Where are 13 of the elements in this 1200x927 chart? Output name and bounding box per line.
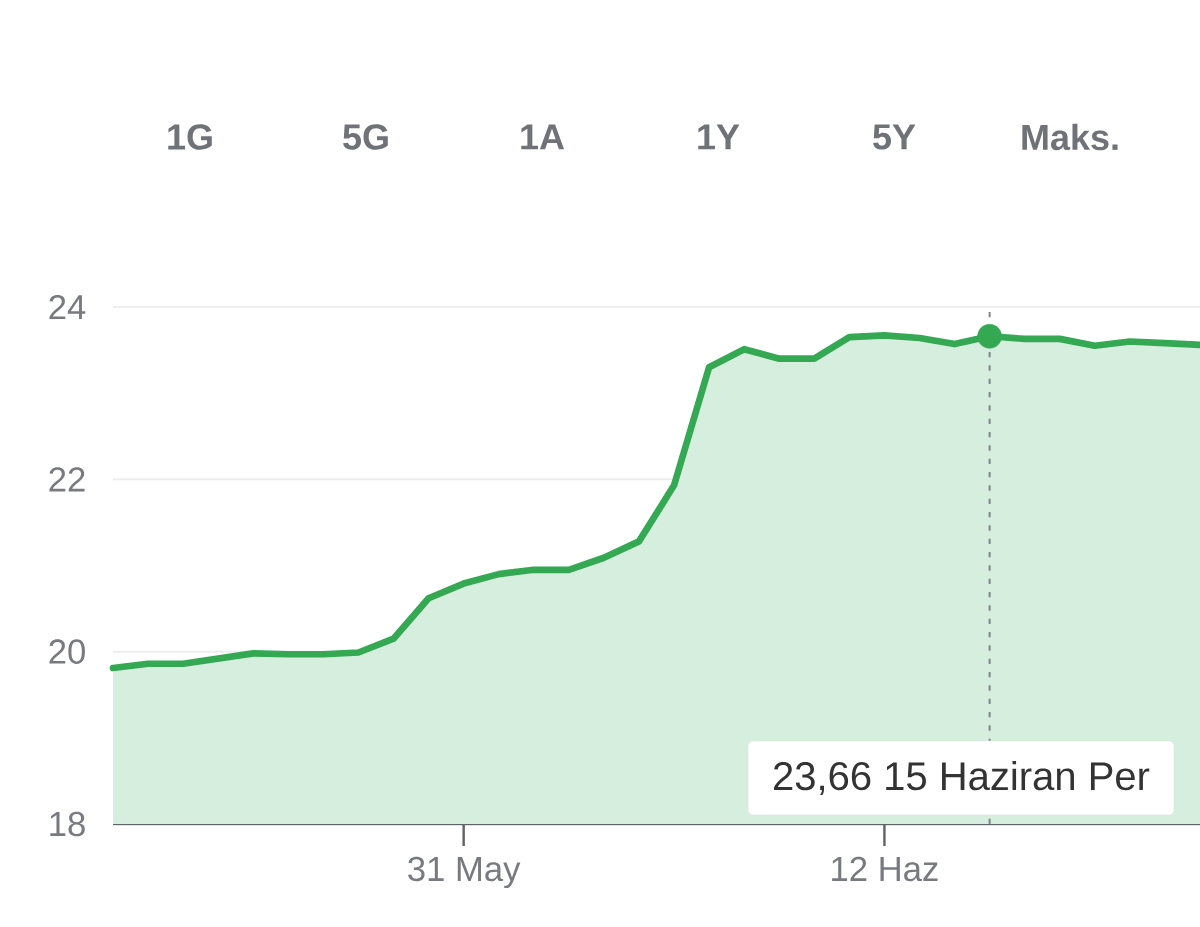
annotation: 23,66 15 Haziran Per <box>774 760 1150 796</box>
x-tick-label: 12 Haz <box>832 856 938 882</box>
y-tick-label: 20 <box>49 639 85 664</box>
text: 5G <box>343 124 388 150</box>
y-tick-label: 24 <box>49 294 86 320</box>
text: 1A <box>521 124 565 150</box>
text: 5Y <box>873 124 916 150</box>
text: 1Y <box>698 124 740 150</box>
x-tick-label: 31 May <box>408 856 521 889</box>
text: 1G <box>168 124 212 150</box>
y-tick-label: 18 <box>50 811 85 837</box>
text: Maks. <box>1022 123 1118 151</box>
y-tick-label: 22 <box>49 467 85 492</box>
